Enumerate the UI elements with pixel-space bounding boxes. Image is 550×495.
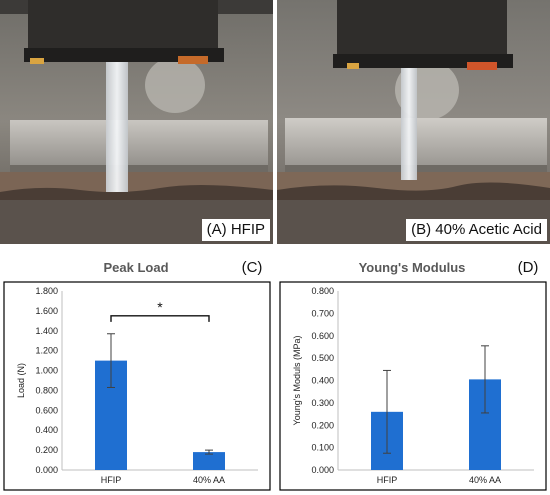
- photo-panel-b: (B) 40% Acetic Acid: [277, 0, 550, 244]
- y-tick-label: 0.200: [311, 420, 334, 430]
- y-tick-label: 0.200: [35, 445, 58, 455]
- significance-bracket: [110, 315, 210, 322]
- category-label: HFIP: [377, 475, 398, 485]
- category-label: 40% AA: [469, 475, 501, 485]
- y-tick-label: 0.100: [311, 443, 334, 453]
- youngs-modulus-chart: Young's Modulus (D) Young's Moduls (MPa) 0.…: [279, 259, 547, 491]
- chart-title: Peak Load: [103, 260, 168, 275]
- panel-letter: (C): [242, 259, 263, 276]
- chart-frame: [3, 281, 271, 491]
- peak-load-chart: Peak Load (C) Load (N) 0.000 0.200 0.400 0.600…: [3, 259, 271, 491]
- chart-panel-c: Peak Load (C) Load (N) 0.000 0.200 0.400 0.600…: [0, 248, 274, 495]
- bar: [193, 452, 225, 470]
- chart-title: Young's Modulus: [359, 260, 466, 275]
- photo-panel-a: (A) HFIP: [0, 0, 273, 244]
- y-tick-label: 0.600: [311, 331, 334, 341]
- y-tick-label: 0.500: [311, 353, 334, 363]
- y-tick-label: 0.000: [35, 465, 58, 475]
- category-label: 40% AA: [193, 475, 225, 485]
- y-axis-label: Load (N): [16, 363, 26, 398]
- panel-letter: (D): [518, 259, 539, 276]
- chart-frame: [279, 281, 547, 491]
- y-tick-label: 0.600: [35, 405, 58, 415]
- photo-label-b: (B) 40% Acetic Acid: [406, 219, 547, 241]
- y-tick-label: 0.000: [311, 465, 334, 475]
- y-tick-label: 0.800: [35, 385, 58, 395]
- chart-panel-d: Young's Modulus (D) Young's Moduls (MPa) 0.…: [276, 248, 550, 495]
- y-tick-label: 0.400: [35, 425, 58, 435]
- y-tick-label: 0.700: [311, 308, 334, 318]
- category-label: HFIP: [101, 475, 122, 485]
- tensile-test-photo-hfip-icon: [0, 0, 273, 244]
- y-tick-label: 1.800: [35, 286, 58, 296]
- y-tick-label: 1.000: [35, 366, 58, 376]
- y-axis-label: Young's Moduls (MPa): [292, 336, 302, 426]
- significance-label: *: [157, 299, 163, 315]
- y-tick-label: 1.600: [35, 306, 58, 316]
- y-tick-label: 0.400: [311, 376, 334, 386]
- y-tick-label: 1.200: [35, 346, 58, 356]
- y-tick-label: 0.800: [311, 286, 334, 296]
- y-tick-label: 1.400: [35, 326, 58, 336]
- photo-label-a: (A) HFIP: [201, 219, 270, 241]
- tensile-test-photo-acetic-acid-icon: [277, 0, 550, 244]
- y-tick-label: 0.300: [311, 398, 334, 408]
